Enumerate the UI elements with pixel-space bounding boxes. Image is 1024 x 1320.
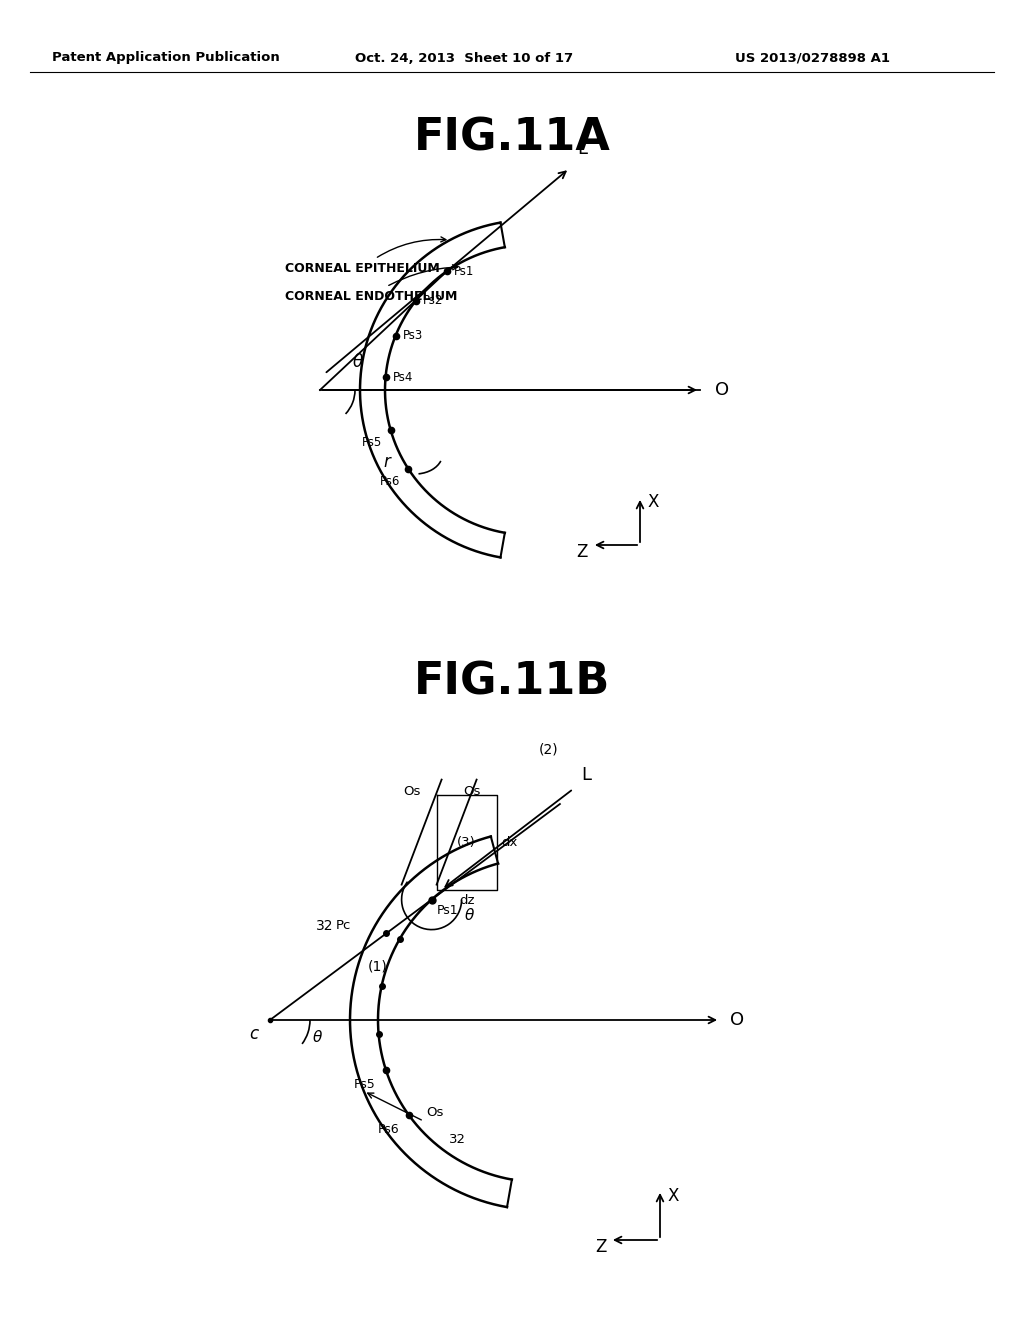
Text: Ps1: Ps1 (454, 265, 474, 277)
Text: (1): (1) (368, 960, 388, 973)
Text: (3): (3) (458, 836, 476, 849)
Text: $\theta$: $\theta$ (352, 352, 364, 371)
Text: Os: Os (402, 784, 420, 797)
Text: (2): (2) (539, 743, 558, 756)
Text: 32: 32 (316, 919, 334, 933)
Text: r: r (383, 453, 390, 471)
Text: Ps4: Ps4 (392, 371, 413, 384)
Text: $\theta$: $\theta$ (312, 1030, 323, 1045)
Text: L: L (582, 766, 592, 784)
Text: Ps6: Ps6 (380, 475, 400, 488)
Text: O: O (715, 381, 729, 399)
Text: FIG.11B: FIG.11B (414, 660, 610, 704)
Text: Ps3: Ps3 (402, 329, 423, 342)
Text: FIG.11A: FIG.11A (414, 116, 610, 160)
Text: CORNEAL EPITHELIUM: CORNEAL EPITHELIUM (285, 236, 445, 275)
Text: 32: 32 (449, 1133, 466, 1146)
Text: Patent Application Publication: Patent Application Publication (52, 51, 280, 65)
Text: Os: Os (463, 784, 480, 797)
Text: c: c (249, 1026, 258, 1043)
Text: Z: Z (596, 1238, 607, 1257)
Text: Pc: Pc (336, 919, 351, 932)
Text: Ps6: Ps6 (377, 1123, 399, 1137)
Text: Ps2: Ps2 (423, 294, 443, 308)
Text: O: O (730, 1011, 744, 1030)
Text: Os: Os (426, 1106, 443, 1119)
Text: Z: Z (577, 543, 588, 561)
Text: dx: dx (502, 836, 518, 849)
Text: L: L (578, 140, 588, 158)
Text: X: X (667, 1187, 678, 1205)
Text: US 2013/0278898 A1: US 2013/0278898 A1 (735, 51, 890, 65)
Text: Oct. 24, 2013  Sheet 10 of 17: Oct. 24, 2013 Sheet 10 of 17 (355, 51, 573, 65)
Text: X: X (647, 492, 658, 511)
Text: Ps5: Ps5 (354, 1078, 376, 1092)
Text: $\theta$: $\theta$ (464, 907, 475, 923)
Text: Ps5: Ps5 (362, 436, 383, 449)
Text: CORNEAL ENDOTHELIUM: CORNEAL ENDOTHELIUM (285, 265, 458, 302)
Text: dz: dz (459, 894, 474, 907)
Text: Ps1: Ps1 (436, 904, 458, 916)
